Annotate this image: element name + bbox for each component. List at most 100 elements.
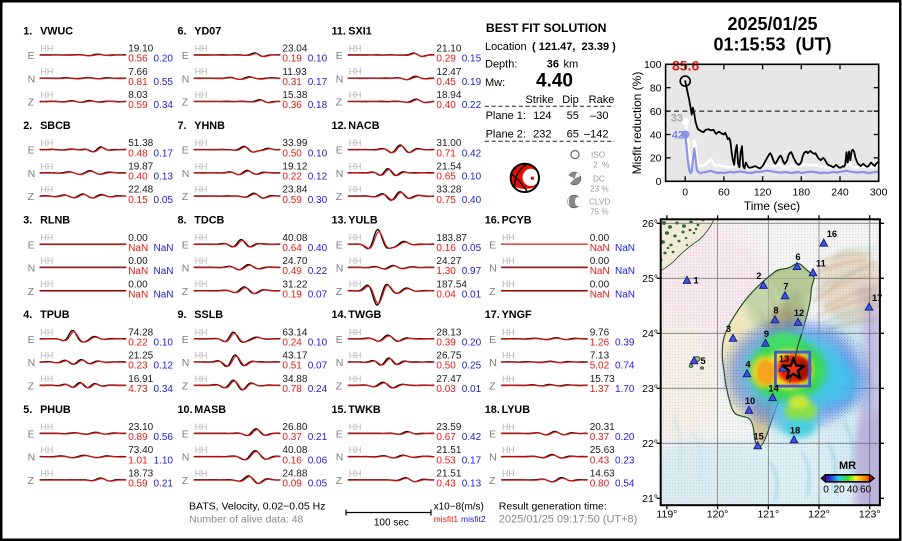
svg-text:14.63: 14.63 [590,469,615,480]
svg-text:0.75: 0.75 [436,195,456,206]
svg-text:0.50: 0.50 [282,148,302,159]
svg-text:N: N [182,168,190,180]
svg-text:0.06: 0.06 [308,455,328,466]
svg-text:18.73: 18.73 [128,469,153,480]
svg-text:0.65: 0.65 [436,172,456,183]
svg-text:Z: Z [489,380,496,392]
svg-text:0.36: 0.36 [282,100,302,111]
svg-text:0.37: 0.37 [282,432,302,443]
svg-text:HH: HH [349,351,362,361]
svg-text:25.63: 25.63 [590,445,615,456]
svg-text:123°: 123° [859,509,881,521]
svg-text:HH: HH [349,279,362,289]
svg-text:Z: Z [28,380,35,392]
svg-text:HH: HH [41,422,54,432]
svg-text:51.38: 51.38 [128,138,153,149]
svg-text:180: 180 [793,187,811,199]
svg-text:40: 40 [847,485,859,496]
svg-text:E: E [182,239,189,251]
svg-text:0.19: 0.19 [462,77,482,88]
svg-text:E: E [336,429,343,441]
svg-text:23.10: 23.10 [128,422,153,433]
svg-text:22°: 22° [642,438,658,450]
svg-text:Z: Z [28,286,35,298]
svg-text:240: 240 [831,187,849,199]
svg-text:11.93: 11.93 [282,67,307,78]
svg-text:N: N [182,452,190,464]
svg-text:misfit1: misfit1 [434,514,459,524]
svg-text:100 sec: 100 sec [374,518,409,529]
svg-text:300: 300 [870,187,888,199]
svg-text:HH: HH [195,468,208,478]
svg-text:NaN: NaN [154,243,174,254]
svg-text:60: 60 [650,106,662,118]
svg-text:0.59: 0.59 [128,100,148,111]
svg-text:0.19: 0.19 [282,289,302,300]
svg-text:NaN: NaN [590,243,610,254]
svg-text:NaN: NaN [615,243,635,254]
svg-text:0.39: 0.39 [436,338,456,349]
svg-text:NaN: NaN [128,289,148,300]
svg-text:23°: 23° [642,383,658,395]
svg-text:Rake: Rake [589,94,615,106]
svg-text:121°: 121° [757,509,779,521]
svg-text:HH: HH [41,279,54,289]
svg-text:0.74: 0.74 [615,361,635,372]
svg-text:YD07: YD07 [194,25,221,37]
svg-text:26.80: 26.80 [282,422,307,433]
svg-text:HH: HH [195,374,208,384]
svg-text:74.28: 74.28 [128,327,153,338]
svg-text:0.24: 0.24 [282,338,302,349]
svg-text:E: E [28,145,35,157]
svg-text:0.24: 0.24 [308,384,328,395]
svg-text:9.76: 9.76 [590,327,610,338]
svg-text:21.25: 21.25 [128,351,153,362]
svg-text:119°: 119° [656,509,677,521]
svg-text:0.43: 0.43 [590,455,610,466]
svg-text:0.10: 0.10 [154,338,174,349]
svg-text:13.: 13. [332,215,347,227]
svg-text:20: 20 [834,485,846,496]
svg-text:0.80: 0.80 [590,479,610,490]
svg-text:HH: HH [349,233,362,243]
svg-text:33.99: 33.99 [282,138,307,149]
svg-text:E: E [182,334,189,346]
svg-text:N: N [336,73,344,85]
svg-text:1.37: 1.37 [590,384,610,395]
svg-text:HH: HH [349,138,362,148]
svg-text:2: 2 [756,271,761,281]
svg-text:0.20: 0.20 [615,432,635,443]
svg-text:HH: HH [349,327,362,337]
svg-text:Z: Z [28,191,35,203]
svg-text:Z: Z [336,286,343,298]
svg-text:20.31: 20.31 [590,422,615,433]
svg-text:75 %: 75 % [590,208,609,217]
svg-text:0.09: 0.09 [282,479,302,490]
svg-text:122°: 122° [808,509,830,521]
svg-text:26°: 26° [642,218,658,230]
svg-text:NACB: NACB [348,120,379,132]
svg-text:HH: HH [41,161,54,171]
svg-text:3.: 3. [23,215,32,227]
svg-text:HH: HH [41,67,54,77]
svg-text:( 121.47, 23.39 ): ( 121.47, 23.39 ) [532,41,616,53]
svg-text:0.40: 0.40 [308,243,328,254]
svg-text:24°: 24° [642,328,658,340]
svg-text:HH: HH [502,256,515,266]
svg-text:60: 60 [718,187,730,199]
svg-text:DC: DC [593,175,605,184]
svg-text:40.08: 40.08 [282,233,307,244]
svg-text:0.05: 0.05 [462,243,482,254]
svg-text:HH: HH [195,256,208,266]
svg-text:21.10: 21.10 [436,44,461,55]
svg-text:33.28: 33.28 [436,185,461,196]
svg-text:Z: Z [28,475,35,487]
svg-text:BATS, Velocity, 0.02−0.05 Hz: BATS, Velocity, 0.02−0.05 Hz [189,501,325,513]
svg-text:0.40: 0.40 [462,195,482,206]
svg-text:misfit2: misfit2 [461,514,486,524]
svg-text:0.07: 0.07 [308,361,328,372]
svg-text:0.59: 0.59 [282,195,302,206]
svg-text:24.27: 24.27 [436,256,461,267]
svg-text:HH: HH [195,422,208,432]
svg-text:N: N [28,168,36,180]
